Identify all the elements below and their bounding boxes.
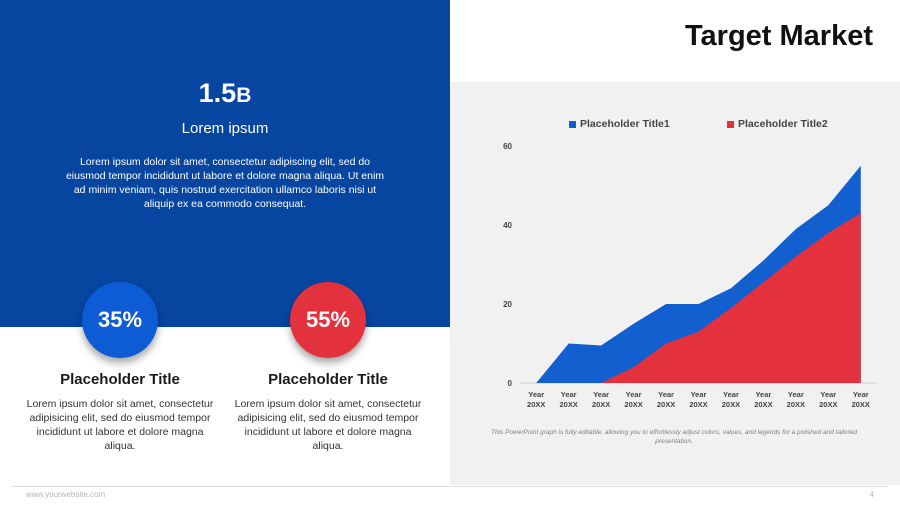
x-tick-label: Year 20XX	[754, 390, 772, 409]
stat-circle-1: 35%	[82, 282, 158, 358]
stat-circle-2: 55%	[290, 282, 366, 358]
legend-swatch-2	[727, 120, 734, 128]
y-tick-label: 20	[503, 300, 512, 309]
y-tick-label: 60	[503, 142, 512, 151]
big-number-unit: B	[236, 84, 252, 107]
slide-title: Target Market	[684, 20, 873, 52]
stat-title-1: Placeholder Title	[60, 371, 180, 388]
big-number-value: 1.5	[198, 78, 237, 108]
big-number: 1.5B	[0, 78, 450, 109]
area-series-2	[536, 213, 861, 383]
left-panel	[0, 0, 450, 327]
y-tick-label: 40	[503, 221, 512, 230]
stat-body-2: Lorem ipsum dolor sit amet, consectetur …	[234, 398, 422, 452]
sub-label: Lorem ipsum	[181, 120, 269, 137]
x-tick-label: Year 20XX	[787, 390, 805, 409]
legend-swatch-1	[569, 120, 576, 128]
intro-text: Lorem ipsum dolor sit amet, consectetur …	[65, 156, 385, 210]
y-tick-label: 0	[508, 379, 513, 388]
x-tick-label: Year 20XX	[592, 390, 610, 409]
page-number: 4	[869, 490, 874, 499]
area-chart: 0 20 40 60 Year 20XX Year 20XX Year 20XX Year 20XX Y…	[503, 142, 877, 409]
chart-caption: This PowerPoint graph is fully editable,…	[490, 429, 857, 445]
footer-divider	[12, 486, 888, 487]
footer-url: www.yourwebsite.com	[26, 490, 106, 499]
x-tick-label: Year 20XX	[624, 390, 642, 409]
x-tick-label: Year 20XX	[852, 390, 870, 409]
legend-label-2: Placeholder Title2	[738, 118, 828, 130]
x-tick-label: Year 20XX	[657, 390, 675, 409]
x-tick-label: Year 20XX	[819, 390, 837, 409]
stat-body-1: Lorem ipsum dolor sit amet, consectetur …	[26, 398, 214, 452]
stat-title-2: Placeholder Title	[268, 371, 388, 388]
x-tick-label: Year 20XX	[689, 390, 707, 409]
legend-item-1: Placeholder Title1	[569, 118, 670, 130]
x-tick-label: Year 20XX	[527, 390, 545, 409]
x-tick-label: Year 20XX	[722, 390, 740, 409]
legend-item-2: Placeholder Title2	[727, 118, 828, 130]
legend-label-1: Placeholder Title1	[580, 118, 670, 130]
x-tick-label: Year 20XX	[560, 390, 578, 409]
